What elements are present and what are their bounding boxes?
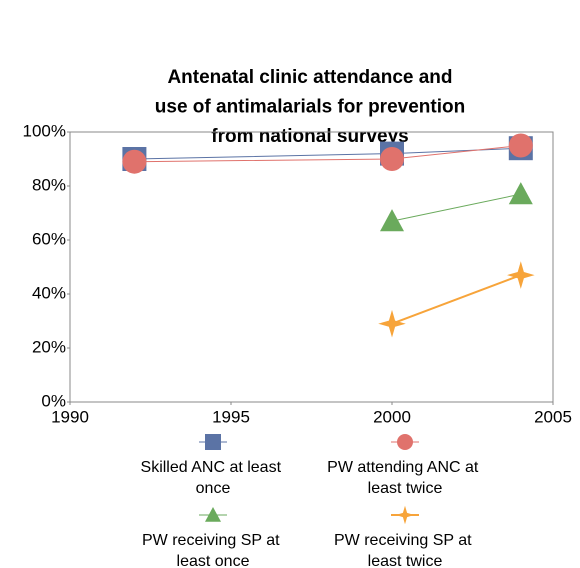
x-tick-label: 1990 xyxy=(51,407,89,426)
marker xyxy=(508,182,533,205)
legend-marker xyxy=(395,505,415,525)
y-tick-label: 40% xyxy=(32,283,66,302)
marker xyxy=(380,209,404,232)
marker xyxy=(507,261,535,289)
y-tick-label: 60% xyxy=(32,229,66,248)
y-tick-label: 100% xyxy=(23,121,66,140)
x-tick-label: 2000 xyxy=(373,407,411,426)
series-line xyxy=(391,193,521,222)
legend-label: PW receiving SP at least once xyxy=(142,532,284,568)
plot-frame xyxy=(69,131,554,403)
chart-title: use of antimalarials for prevention xyxy=(155,97,465,118)
legend-marker xyxy=(205,507,221,522)
y-tick-label: 20% xyxy=(32,337,66,356)
series-line xyxy=(134,147,521,160)
series-line xyxy=(134,145,521,163)
legend-label: PW receiving SP at least twice xyxy=(334,532,476,568)
legend-label: Skilled ANC at least once xyxy=(141,459,286,497)
marker xyxy=(508,133,533,158)
chart-title: from national surveys xyxy=(211,126,408,147)
marker xyxy=(122,149,147,174)
marker xyxy=(378,309,406,338)
series-line xyxy=(391,274,522,325)
y-tick-label: 0% xyxy=(41,391,66,410)
x-tick-label: 2005 xyxy=(534,407,572,426)
x-tick-label: 1995 xyxy=(212,407,250,426)
legend-label: PW attending ANC at least twice xyxy=(327,459,483,497)
chart-title: Antenatal clinic attendance and xyxy=(167,67,452,88)
marker xyxy=(380,147,404,171)
legend-marker xyxy=(205,434,221,450)
y-tick-label: 80% xyxy=(32,175,66,194)
legend-marker xyxy=(397,434,413,450)
